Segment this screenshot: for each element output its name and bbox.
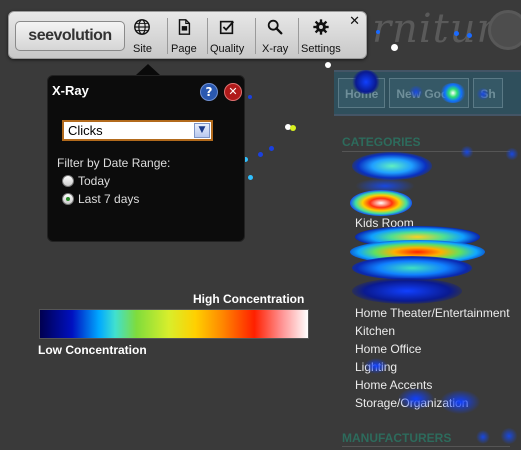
toolbar-separator <box>167 18 168 54</box>
heat-blob <box>352 70 380 94</box>
site-logo-mark <box>488 10 521 50</box>
gear-icon <box>312 16 330 43</box>
radio-today-label: Today <box>78 174 111 188</box>
settings-button-label: Settings <box>301 43 341 55</box>
site-button-label: Site <box>133 43 152 55</box>
heat-dot <box>391 44 398 51</box>
categories-title: CATEGORIES <box>342 135 421 149</box>
magnifier-icon <box>266 16 284 43</box>
heat-dot <box>376 30 380 34</box>
heat-dot <box>454 31 459 36</box>
radio-last-7-days-indicator[interactable] <box>62 193 74 205</box>
heat-dot <box>248 95 252 99</box>
heat-dot <box>243 157 248 162</box>
xray-title: X-Ray <box>52 83 89 98</box>
heat-blob <box>352 256 472 280</box>
metric-select-value: Clicks <box>68 123 103 138</box>
heat-dot <box>258 152 263 157</box>
heat-blob <box>440 83 466 103</box>
manufacturers-divider <box>342 446 510 447</box>
xray-panel-pointer <box>136 64 160 75</box>
toolbar-separator <box>255 18 256 54</box>
heat-dot <box>285 124 291 130</box>
seevolution-logo[interactable]: seevolution <box>15 21 125 51</box>
xray-panel: X-Ray ? ✕ Clicks ▼ Filter by Date Range:… <box>47 75 245 242</box>
heat-blob <box>500 428 518 444</box>
legend-low-label: Low Concentration <box>38 343 147 357</box>
toolbar-separator <box>298 18 299 54</box>
radio-today[interactable]: Today <box>62 174 110 188</box>
category-link[interactable]: Home Office <box>355 342 422 356</box>
radio-today-indicator[interactable] <box>62 175 74 187</box>
page-icon <box>175 16 193 43</box>
close-icon[interactable]: ✕ <box>224 83 242 101</box>
xray-button[interactable]: X-ray <box>262 16 288 58</box>
heat-dot <box>467 33 472 38</box>
heat-blob <box>460 146 474 158</box>
heat-dot <box>269 146 274 151</box>
help-icon[interactable]: ? <box>200 83 218 101</box>
radio-last-7-days-label: Last 7 days <box>78 192 140 206</box>
radio-last-7-days[interactable]: Last 7 days <box>62 192 139 206</box>
heat-blob <box>350 190 412 216</box>
legend-high-label: High Concentration <box>193 292 305 306</box>
heat-blob <box>364 358 388 374</box>
heat-blob <box>505 148 519 160</box>
metric-select[interactable]: Clicks ▼ <box>62 120 213 141</box>
heat-blob <box>476 430 490 444</box>
categories-divider <box>342 151 510 152</box>
manufacturers-title: MANUFACTURERS <box>342 431 452 445</box>
heat-blob <box>398 388 434 410</box>
heat-dot <box>325 62 331 68</box>
quality-button[interactable]: Quality <box>210 16 244 58</box>
xray-button-label: X-ray <box>262 43 289 55</box>
category-link[interactable]: Home Theater/Entertainment <box>355 306 510 320</box>
toolbar-close-icon[interactable]: ✕ <box>349 14 360 29</box>
toolbar-separator <box>207 18 208 54</box>
settings-button[interactable]: Settings <box>301 16 341 58</box>
checkbox-icon <box>218 16 236 43</box>
category-link[interactable]: Kitchen <box>355 324 396 338</box>
concentration-gradient-bar <box>39 309 309 339</box>
seevolution-toolbar: seevolution Site Page Quality X-ray Sett… <box>8 11 367 59</box>
chevron-down-icon[interactable]: ▼ <box>194 123 210 138</box>
heat-dot <box>248 175 253 180</box>
heat-dot <box>290 125 296 131</box>
globe-icon <box>133 16 151 43</box>
date-filter-label: Filter by Date Range: <box>57 156 171 170</box>
page-button[interactable]: Page <box>171 16 197 58</box>
heat-blob <box>352 152 432 180</box>
page-button-label: Page <box>171 43 197 55</box>
heat-blob <box>476 88 490 100</box>
heat-blob <box>352 278 462 304</box>
site-button[interactable]: Site <box>133 16 152 58</box>
heat-blob <box>408 86 424 98</box>
quality-button-label: Quality <box>210 43 245 55</box>
heat-blob <box>440 390 480 414</box>
